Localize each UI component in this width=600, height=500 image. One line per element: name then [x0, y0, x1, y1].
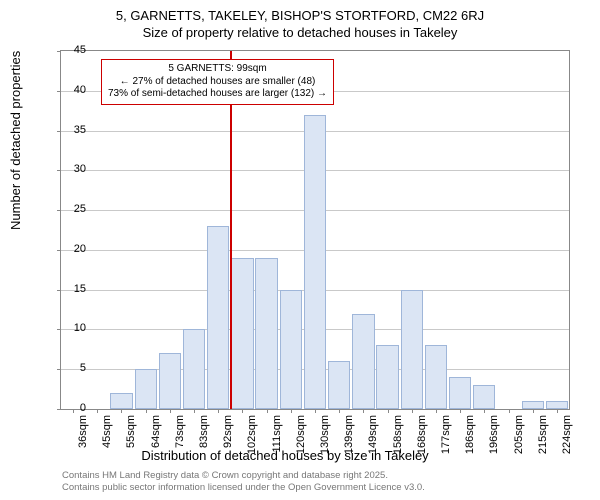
- ytick-label: 40: [56, 84, 86, 96]
- ytick-label: 25: [56, 203, 86, 215]
- xtick-mark: [339, 409, 340, 413]
- ytick-label: 5: [56, 362, 86, 374]
- histogram-bar: [110, 393, 132, 409]
- xtick-mark: [170, 409, 171, 413]
- histogram-bar: [546, 401, 568, 409]
- xtick-mark: [315, 409, 316, 413]
- xtick-mark: [97, 409, 98, 413]
- histogram-bar: [135, 369, 157, 409]
- histogram-bar: [328, 361, 350, 409]
- histogram-bar: [401, 290, 423, 409]
- histogram-bar: [255, 258, 277, 409]
- ytick-label: 30: [56, 163, 86, 175]
- marker-info-line: 5 GARNETTS: 99sqm: [108, 63, 327, 76]
- ytick-label: 0: [56, 402, 86, 414]
- chart-title-area: 5, GARNETTS, TAKELEY, BISHOP'S STORTFORD…: [0, 0, 600, 42]
- histogram-bar: [425, 345, 447, 409]
- marker-line: [230, 51, 232, 409]
- xtick-mark: [509, 409, 510, 413]
- histogram-bar: [304, 115, 326, 409]
- xtick-mark: [121, 409, 122, 413]
- histogram-bar: [207, 226, 229, 409]
- xtick-mark: [242, 409, 243, 413]
- histogram-bar: [280, 290, 302, 409]
- attribution-text: Contains HM Land Registry data © Crown c…: [62, 470, 425, 494]
- marker-info-line: ← 27% of detached houses are smaller (48…: [108, 76, 327, 89]
- histogram-bar: [352, 314, 374, 409]
- histogram-bar: [473, 385, 495, 409]
- xtick-mark: [412, 409, 413, 413]
- chart-plot-area: 36sqm45sqm55sqm64sqm73sqm83sqm92sqm102sq…: [60, 50, 570, 410]
- histogram-bar: [376, 345, 398, 409]
- ytick-label: 45: [56, 44, 86, 56]
- x-axis-label: Distribution of detached houses by size …: [0, 448, 570, 463]
- ytick-label: 10: [56, 322, 86, 334]
- chart-title-line1: 5, GARNETTS, TAKELEY, BISHOP'S STORTFORD…: [0, 8, 600, 25]
- xtick-mark: [146, 409, 147, 413]
- xtick-mark: [218, 409, 219, 413]
- ytick-label: 15: [56, 283, 86, 295]
- y-axis-label: Number of detached properties: [8, 51, 23, 230]
- xtick-mark: [460, 409, 461, 413]
- xtick-mark: [291, 409, 292, 413]
- xtick-mark: [436, 409, 437, 413]
- histogram-bar: [522, 401, 544, 409]
- ytick-label: 20: [56, 243, 86, 255]
- attribution-line2: Contains public sector information licen…: [62, 482, 425, 494]
- ytick-label: 35: [56, 124, 86, 136]
- attribution-line1: Contains HM Land Registry data © Crown c…: [62, 470, 425, 482]
- xtick-mark: [363, 409, 364, 413]
- xtick-mark: [533, 409, 534, 413]
- xtick-mark: [194, 409, 195, 413]
- histogram-bar: [449, 377, 471, 409]
- marker-info-line: 73% of semi-detached houses are larger (…: [108, 88, 327, 101]
- xtick-mark: [267, 409, 268, 413]
- histogram-bar: [231, 258, 253, 409]
- chart-title-line2: Size of property relative to detached ho…: [0, 25, 600, 42]
- xtick-mark: [388, 409, 389, 413]
- xtick-mark: [557, 409, 558, 413]
- marker-info-box: 5 GARNETTS: 99sqm← 27% of detached house…: [101, 59, 334, 105]
- histogram-bar: [159, 353, 181, 409]
- histogram-bar: [183, 329, 205, 409]
- xtick-mark: [484, 409, 485, 413]
